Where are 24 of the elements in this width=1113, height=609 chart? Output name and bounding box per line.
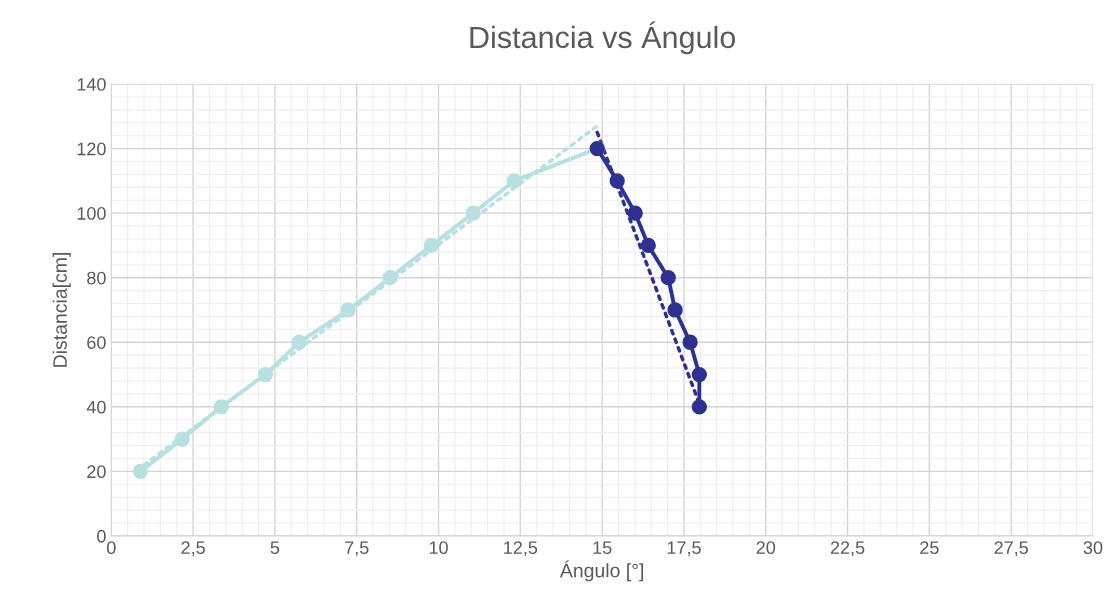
chart-title: Distancia vs Ángulo bbox=[470, 21, 736, 55]
y-tick-label: 120 bbox=[77, 142, 106, 156]
x-tick-label: 5 bbox=[270, 541, 280, 555]
y-tick-label: 40 bbox=[86, 400, 106, 414]
x-tick-label: 10 bbox=[429, 541, 448, 555]
x-tick-label: 15 bbox=[593, 541, 612, 555]
x-tick-label: 30 bbox=[1083, 541, 1103, 555]
y-tick-label: 0 bbox=[97, 529, 106, 543]
y-tick-label: 20 bbox=[87, 465, 106, 479]
x-axis-title: Ángulo [°] bbox=[559, 560, 644, 582]
x-tick-label: 2,5 bbox=[181, 541, 205, 557]
x-tick-label: 20 bbox=[756, 541, 776, 555]
x-tick-label: 7,5 bbox=[345, 541, 369, 557]
y-tick-label: 100 bbox=[77, 207, 106, 220]
x-tick-label: 25 bbox=[920, 541, 939, 555]
x-tick-label: 12,5 bbox=[504, 541, 538, 557]
x-tick-label: 27,5 bbox=[994, 541, 1028, 557]
y-tick-label: 140 bbox=[77, 77, 106, 91]
y-axis-title: Distancia[cm] bbox=[52, 253, 71, 367]
x-tick-label: 17,5 bbox=[667, 541, 701, 557]
x-tick-label: 22,5 bbox=[830, 541, 865, 557]
y-tick-label: 80 bbox=[87, 271, 106, 285]
x-tick-label: 0 bbox=[106, 541, 116, 555]
y-tick-label: 60 bbox=[87, 336, 106, 349]
